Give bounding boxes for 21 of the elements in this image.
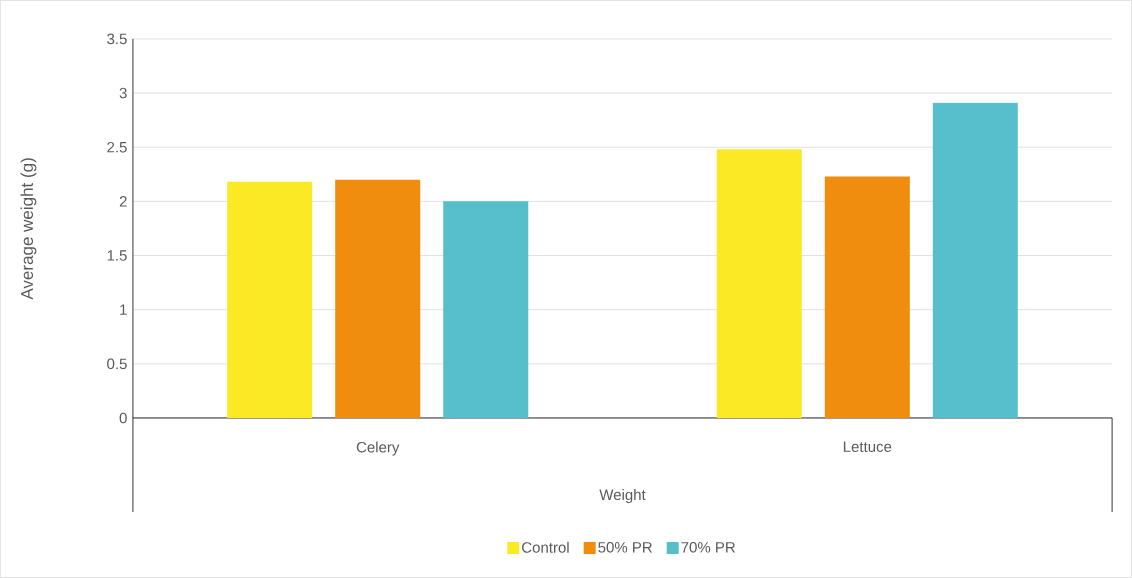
- legend-label: 50% PR: [598, 542, 652, 553]
- bar: [227, 181, 313, 419]
- y-tick-label: 1: [120, 304, 127, 315]
- bar: [443, 201, 529, 419]
- y-tick-label: 0: [119, 412, 127, 424]
- y-tick-label: 3.5: [107, 33, 127, 45]
- x-axis-title: Weight: [599, 489, 646, 504]
- y-tick-label: 1.5: [107, 250, 127, 261]
- y-axis-title: Average weight (g): [20, 158, 37, 300]
- y-tick-label: 2: [119, 196, 127, 207]
- y-tick-label: 0.5: [107, 358, 127, 370]
- y-tick-label: 2.5: [107, 141, 127, 153]
- x-tick-label: Celery: [356, 441, 400, 456]
- legend-label: Control: [522, 541, 569, 553]
- bar: [824, 176, 910, 419]
- bar: [932, 102, 1018, 419]
- x-tick-label: Lettuce: [843, 441, 892, 453]
- bar: [716, 149, 802, 419]
- y-tick-label: 3: [119, 87, 127, 99]
- bar: [335, 179, 421, 419]
- legend-label: 70% PR: [681, 542, 736, 553]
